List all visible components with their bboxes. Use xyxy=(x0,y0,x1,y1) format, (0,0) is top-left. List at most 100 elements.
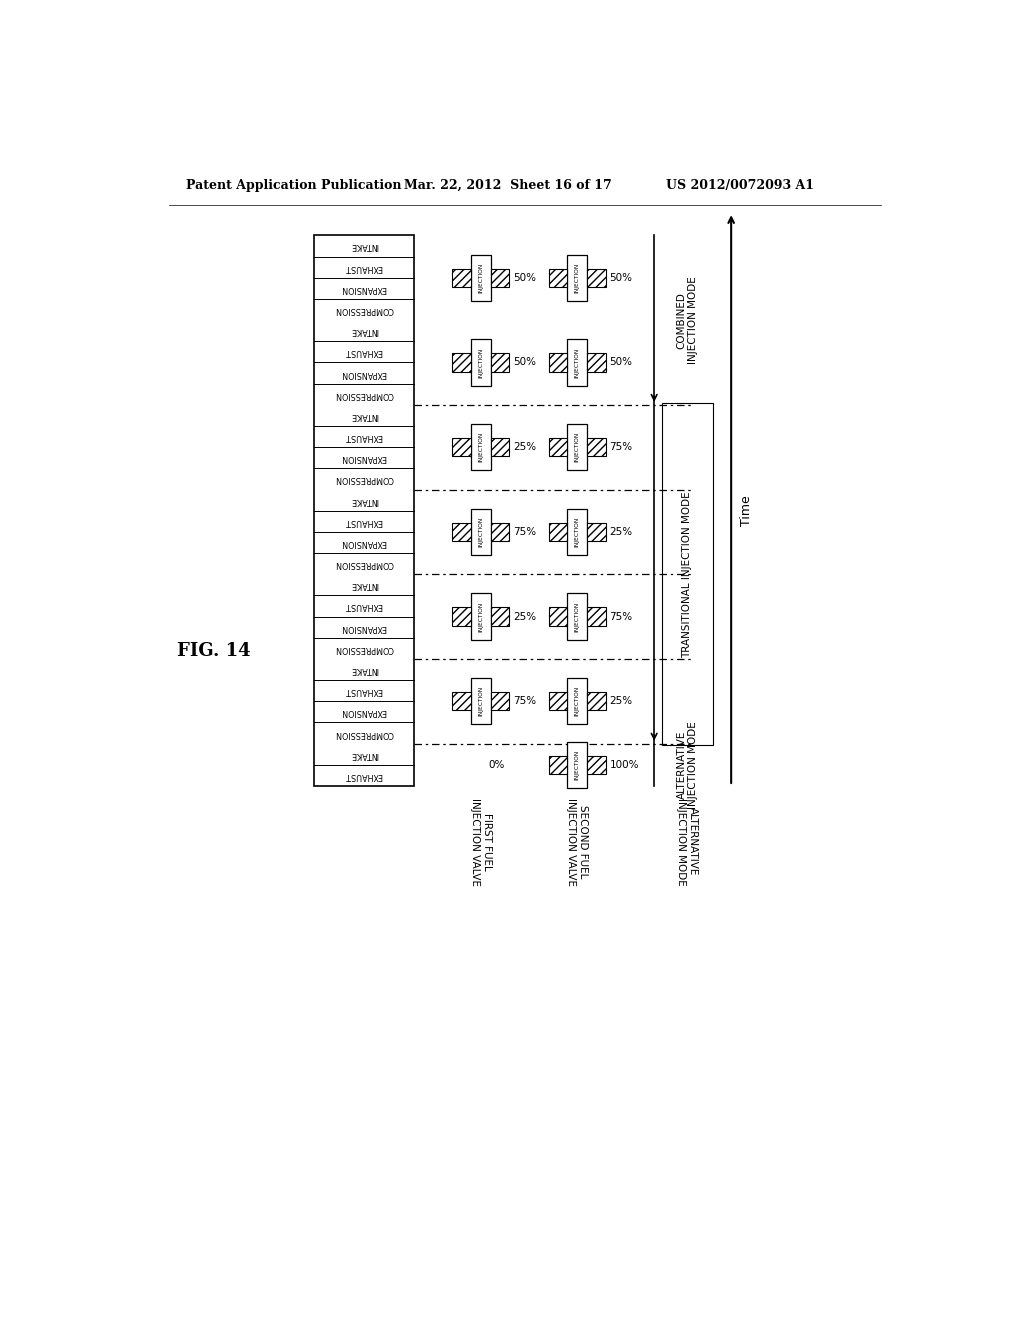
Bar xyxy=(567,678,587,725)
Text: 50%: 50% xyxy=(609,358,633,367)
Bar xyxy=(587,438,605,457)
Bar xyxy=(471,424,490,470)
Bar xyxy=(471,594,490,640)
Text: EXHAUST: EXHAUST xyxy=(345,602,383,610)
Text: EXHAUST: EXHAUST xyxy=(345,771,383,780)
Text: EXPANSION: EXPANSION xyxy=(341,368,387,378)
Bar xyxy=(587,268,605,286)
Text: US 2012/0072093 A1: US 2012/0072093 A1 xyxy=(666,178,814,191)
Bar xyxy=(567,424,587,470)
Bar xyxy=(453,607,471,626)
Text: COMPRESSION: COMPRESSION xyxy=(335,560,393,568)
Text: INJECTION: INJECTION xyxy=(478,516,483,546)
Text: INJECTION: INJECTION xyxy=(574,686,580,717)
Bar xyxy=(453,354,471,372)
Text: 25%: 25% xyxy=(609,696,633,706)
Bar xyxy=(567,255,587,301)
Bar xyxy=(471,255,490,301)
Bar xyxy=(549,354,567,372)
Bar xyxy=(471,508,490,554)
Text: Patent Application Publication: Patent Application Publication xyxy=(186,178,401,191)
Text: COMBINED
INJECTION MODE: COMBINED INJECTION MODE xyxy=(677,276,698,364)
Text: INJECTION: INJECTION xyxy=(574,602,580,632)
Text: EXPANSION: EXPANSION xyxy=(341,284,387,293)
Text: 0%: 0% xyxy=(488,760,505,770)
Bar xyxy=(453,692,471,710)
Bar xyxy=(490,523,509,541)
Text: ALTERNATIVE
INJECTION MODE: ALTERNATIVE INJECTION MODE xyxy=(677,797,698,886)
Text: 50%: 50% xyxy=(513,358,537,367)
Bar xyxy=(549,268,567,286)
Text: INJECTION: INJECTION xyxy=(574,516,580,546)
Text: INJECTION: INJECTION xyxy=(478,263,483,293)
Bar xyxy=(587,755,605,774)
Bar xyxy=(490,438,509,457)
Text: INJECTION: INJECTION xyxy=(478,686,483,717)
Bar xyxy=(549,755,567,774)
Text: EXHAUST: EXHAUST xyxy=(345,516,383,525)
Bar xyxy=(549,692,567,710)
Text: INJECTION: INJECTION xyxy=(574,432,580,462)
Text: COMPRESSION: COMPRESSION xyxy=(335,474,393,483)
Text: 50%: 50% xyxy=(609,273,633,282)
Text: INTAKE: INTAKE xyxy=(350,750,378,759)
Text: EXHAUST: EXHAUST xyxy=(345,432,383,441)
Bar xyxy=(453,268,471,286)
Bar xyxy=(567,742,587,788)
Text: INJECTION: INJECTION xyxy=(574,750,580,780)
Text: INJECTION: INJECTION xyxy=(574,263,580,293)
Bar xyxy=(587,523,605,541)
Bar xyxy=(453,523,471,541)
Text: 25%: 25% xyxy=(609,527,633,537)
Text: INJECTION: INJECTION xyxy=(574,347,580,378)
Bar xyxy=(567,339,587,385)
Bar xyxy=(587,607,605,626)
Text: INJECTION: INJECTION xyxy=(478,432,483,462)
Text: INTAKE: INTAKE xyxy=(350,326,378,335)
Text: EXHAUST: EXHAUST xyxy=(345,263,383,272)
Text: INTAKE: INTAKE xyxy=(350,665,378,675)
Text: 75%: 75% xyxy=(513,527,537,537)
Text: EXPANSION: EXPANSION xyxy=(341,708,387,717)
Text: EXHAUST: EXHAUST xyxy=(345,686,383,696)
Text: 75%: 75% xyxy=(609,442,633,453)
Text: COMPRESSION: COMPRESSION xyxy=(335,729,393,738)
Text: Time: Time xyxy=(740,495,754,527)
Text: COMPRESSION: COMPRESSION xyxy=(335,644,393,653)
Bar xyxy=(490,354,509,372)
Bar xyxy=(453,438,471,457)
Bar xyxy=(567,508,587,554)
Bar xyxy=(490,692,509,710)
Text: EXPANSION: EXPANSION xyxy=(341,623,387,632)
Bar xyxy=(662,404,713,744)
Bar xyxy=(471,339,490,385)
Text: FIG. 14: FIG. 14 xyxy=(177,643,251,660)
Text: 50%: 50% xyxy=(513,273,537,282)
Bar xyxy=(567,594,587,640)
Text: 75%: 75% xyxy=(513,696,537,706)
Text: COMPRESSION: COMPRESSION xyxy=(335,389,393,399)
Text: INTAKE: INTAKE xyxy=(350,495,378,504)
Text: EXPANSION: EXPANSION xyxy=(341,453,387,462)
Bar xyxy=(313,235,414,785)
Text: INTAKE: INTAKE xyxy=(350,242,378,251)
Text: 25%: 25% xyxy=(513,611,537,622)
Text: 25%: 25% xyxy=(513,442,537,453)
Text: INJECTION: INJECTION xyxy=(478,602,483,632)
Text: EXHAUST: EXHAUST xyxy=(345,347,383,356)
Text: EXPANSION: EXPANSION xyxy=(341,539,387,546)
Text: SECOND FUEL
INJECTION VALVE: SECOND FUEL INJECTION VALVE xyxy=(566,797,588,886)
Text: TRANSITIONAL INJECTION MODE: TRANSITIONAL INJECTION MODE xyxy=(682,491,692,657)
Bar xyxy=(587,354,605,372)
Bar xyxy=(587,692,605,710)
Bar xyxy=(471,678,490,725)
Text: ALTERNATIVE
INJECTION MODE: ALTERNATIVE INJECTION MODE xyxy=(677,721,698,809)
Bar xyxy=(549,607,567,626)
Text: INTAKE: INTAKE xyxy=(350,581,378,589)
Bar xyxy=(549,523,567,541)
Text: INTAKE: INTAKE xyxy=(350,411,378,420)
Bar xyxy=(490,268,509,286)
Text: 100%: 100% xyxy=(609,760,639,770)
Text: FIRST FUEL
INJECTION VALVE: FIRST FUEL INJECTION VALVE xyxy=(470,797,492,886)
Bar xyxy=(490,607,509,626)
